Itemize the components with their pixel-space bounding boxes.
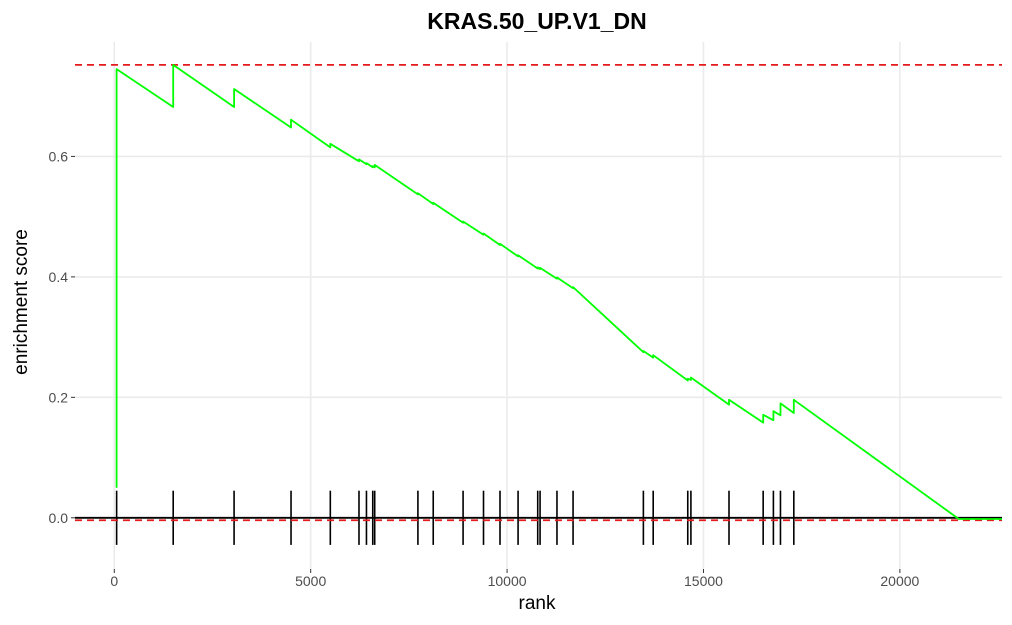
x-tick-label-0: 0 [110,573,118,589]
x-axis-ticks: 0 5000 10000 15000 20000 [110,569,920,589]
x-tick-label-2: 10000 [488,573,527,589]
chart-title: KRAS.50_UP.V1_DN [427,8,646,34]
y-axis-title: enrichment score [11,229,32,375]
x-tick-label-3: 15000 [684,573,723,589]
y-axis-ticks: 0.0 0.2 0.4 0.6 [49,148,75,526]
y-tick-label-3: 0.6 [49,148,69,164]
grid-lines [75,42,1002,569]
y-tick-label-2: 0.4 [49,269,69,285]
x-tick-label-1: 5000 [295,573,326,589]
x-axis-title: rank [519,593,556,614]
x-tick-label-4: 20000 [880,573,919,589]
reference-lines [75,63,1002,522]
enrichment-curve-0 [115,64,1002,520]
gene-hit-ticks [75,490,1002,545]
y-tick-label-0: 0.0 [49,510,69,526]
enrichment-curve-layer [115,64,1002,520]
y-tick-label-1: 0.2 [49,389,69,405]
